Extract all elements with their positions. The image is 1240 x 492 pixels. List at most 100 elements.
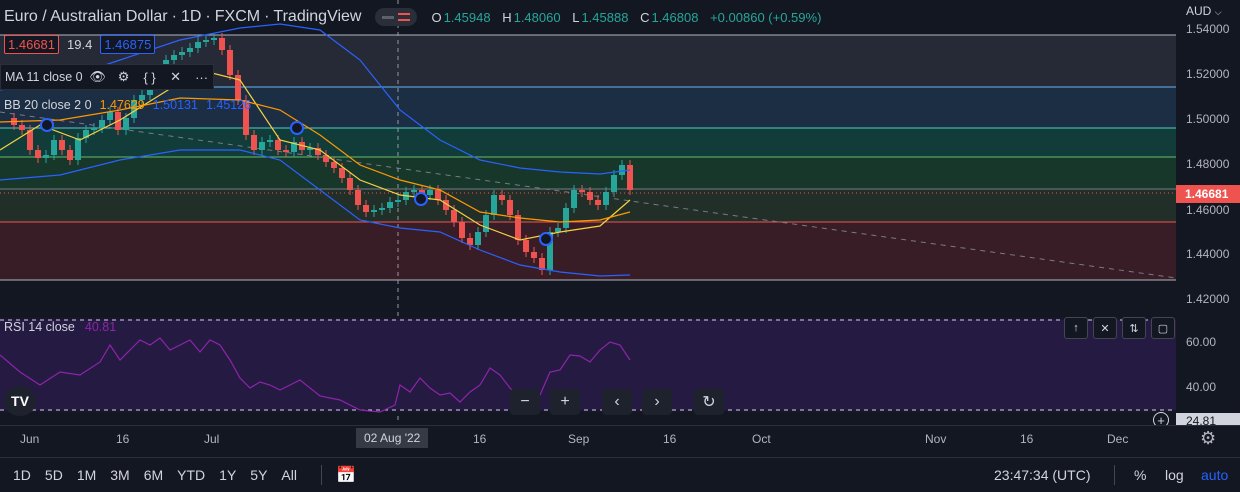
signal-marker[interactable] bbox=[290, 121, 304, 135]
candle-body bbox=[19, 125, 25, 130]
time-label: Oct bbox=[752, 432, 771, 446]
zoom-in-icon[interactable]: + bbox=[550, 389, 580, 415]
ma-label: MA 11 close 0 bbox=[5, 70, 83, 84]
reset-icon[interactable]: ↻ bbox=[694, 389, 724, 415]
bottom-toolbar: 1D 5D 1M 3M 6M YTD 1Y 5Y All 📅 23:47:34 … bbox=[0, 457, 1240, 492]
signal-marker[interactable] bbox=[40, 118, 54, 132]
divider bbox=[1114, 465, 1115, 485]
time-axis[interactable]: Jun 16 Jul 16 Sep 16 Oct Nov 16 Dec 02 A… bbox=[0, 425, 1240, 452]
candle-body bbox=[571, 190, 577, 208]
range-buttons: 1D 5D 1M 3M 6M YTD 1Y 5Y All bbox=[13, 467, 311, 483]
candle-body bbox=[83, 130, 89, 138]
divider bbox=[320, 465, 322, 485]
quote-panel: 1.46681 19.4 1.46875 bbox=[4, 35, 156, 54]
range-5y[interactable]: 5Y bbox=[250, 467, 268, 483]
signal-marker[interactable] bbox=[414, 192, 428, 206]
tradingview-logo[interactable]: TV bbox=[4, 386, 36, 416]
ma-indicator-row[interactable]: MA 11 close 0 👁 ⚙ { } ✕ ··· bbox=[0, 64, 214, 90]
candle-body bbox=[563, 208, 569, 228]
candle-body bbox=[451, 210, 457, 222]
symbol-name[interactable]: Euro / Australian Dollar bbox=[4, 8, 168, 25]
market-status-toggle[interactable] bbox=[375, 8, 418, 26]
candle-body bbox=[587, 192, 593, 200]
price-tick: 1.54000 bbox=[1186, 22, 1230, 36]
eye-off-icon bbox=[382, 15, 395, 19]
range-all[interactable]: All bbox=[281, 467, 297, 483]
rsi-legend[interactable]: RSI 14 close 40.81 bbox=[4, 319, 116, 335]
candle-body bbox=[291, 142, 297, 152]
range-ytd[interactable]: YTD bbox=[177, 467, 206, 483]
candle-body bbox=[387, 202, 393, 208]
price-axis[interactable]: AUD ⌵ 1.54000 1.52000 1.50000 1.48000 1.… bbox=[1176, 0, 1240, 429]
maximize-icon[interactable]: ▢ bbox=[1151, 317, 1175, 339]
price-tick: 1.52000 bbox=[1186, 67, 1230, 81]
log-toggle[interactable]: log bbox=[1165, 467, 1184, 483]
signal-marker[interactable] bbox=[539, 232, 553, 246]
candle-body bbox=[283, 150, 289, 152]
collapse-icon[interactable]: ⇅ bbox=[1122, 317, 1146, 339]
close-value: 1.46808 bbox=[651, 9, 699, 25]
candle-body bbox=[379, 208, 385, 210]
ohlc-values: O 1.45948 H 1.48060 L 1.45888 C 1.46808 +0.0… bbox=[431, 9, 822, 25]
date-range-icon[interactable]: 📅 bbox=[335, 467, 356, 484]
fib-zone-2 bbox=[0, 87, 1176, 128]
percent-toggle[interactable]: % bbox=[1134, 467, 1147, 483]
close-icon[interactable]: ✕ bbox=[170, 69, 182, 84]
sell-price[interactable]: 1.46681 bbox=[4, 35, 59, 54]
interval[interactable]: 1D bbox=[180, 8, 202, 25]
candle-body bbox=[75, 138, 81, 160]
more-icon[interactable]: ··· bbox=[195, 69, 209, 85]
range-6m[interactable]: 6M bbox=[143, 467, 164, 483]
time-label: Jul bbox=[204, 432, 220, 446]
candle-body bbox=[627, 165, 633, 190]
bb-basis-value: 1.47629 bbox=[99, 98, 145, 112]
interval-dot: · bbox=[264, 8, 270, 25]
currency-selector[interactable]: AUD ⌵ bbox=[1186, 4, 1222, 18]
price-tick: 1.50000 bbox=[1186, 112, 1230, 126]
auto-toggle[interactable]: auto bbox=[1201, 467, 1229, 483]
candle-body bbox=[491, 195, 497, 215]
settings-gear-icon[interactable]: ⚙ bbox=[1200, 428, 1217, 448]
gear-icon[interactable]: ⚙ bbox=[117, 69, 130, 84]
candle-body bbox=[203, 40, 209, 42]
data-source: TradingView bbox=[273, 8, 362, 25]
range-1d[interactable]: 1D bbox=[13, 467, 31, 483]
candle-body bbox=[371, 210, 377, 212]
candle-body bbox=[35, 150, 41, 158]
exchange: FXCM bbox=[214, 8, 261, 25]
range-1m[interactable]: 1M bbox=[76, 467, 97, 483]
candle-body bbox=[539, 258, 545, 270]
candle-body bbox=[59, 140, 65, 150]
range-3m[interactable]: 3M bbox=[110, 467, 130, 483]
bb-indicator-row[interactable]: BB 20 close 2 0 1.47629 1.50131 1.45126 bbox=[4, 96, 251, 114]
range-5d[interactable]: 5D bbox=[44, 467, 63, 483]
candle-body bbox=[211, 38, 217, 40]
candle-body bbox=[179, 52, 185, 55]
arrow-up-icon[interactable]: ↑ bbox=[1064, 317, 1088, 339]
range-1y[interactable]: 1Y bbox=[219, 467, 237, 483]
bb-upper-value: 1.50131 bbox=[152, 98, 198, 112]
candle-body bbox=[595, 200, 601, 205]
candle-body bbox=[395, 200, 401, 202]
close-pane-icon[interactable]: ✕ bbox=[1093, 317, 1117, 339]
candle-body bbox=[459, 222, 465, 238]
scroll-left-icon[interactable]: ‹ bbox=[602, 389, 632, 415]
candle-body bbox=[123, 118, 129, 130]
candle-body bbox=[363, 205, 369, 212]
price-chart[interactable] bbox=[0, 0, 1176, 420]
candle-body bbox=[27, 130, 33, 150]
eye-icon[interactable]: 👁 bbox=[89, 69, 106, 84]
candle-body bbox=[43, 155, 49, 158]
scroll-right-icon[interactable]: › bbox=[642, 389, 672, 415]
candle-body bbox=[411, 190, 417, 192]
candle-body bbox=[187, 48, 193, 52]
candle-body bbox=[51, 140, 57, 155]
candle-body bbox=[235, 75, 241, 100]
clock[interactable]: 23:47:34 (UTC) bbox=[994, 467, 1091, 483]
candle-body bbox=[267, 140, 273, 142]
zoom-out-icon[interactable]: − bbox=[510, 389, 540, 415]
source-code-icon[interactable]: { } bbox=[143, 69, 156, 85]
ma-line bbox=[0, 69, 631, 241]
buy-price[interactable]: 1.46875 bbox=[100, 35, 156, 54]
candle-body bbox=[259, 142, 265, 150]
